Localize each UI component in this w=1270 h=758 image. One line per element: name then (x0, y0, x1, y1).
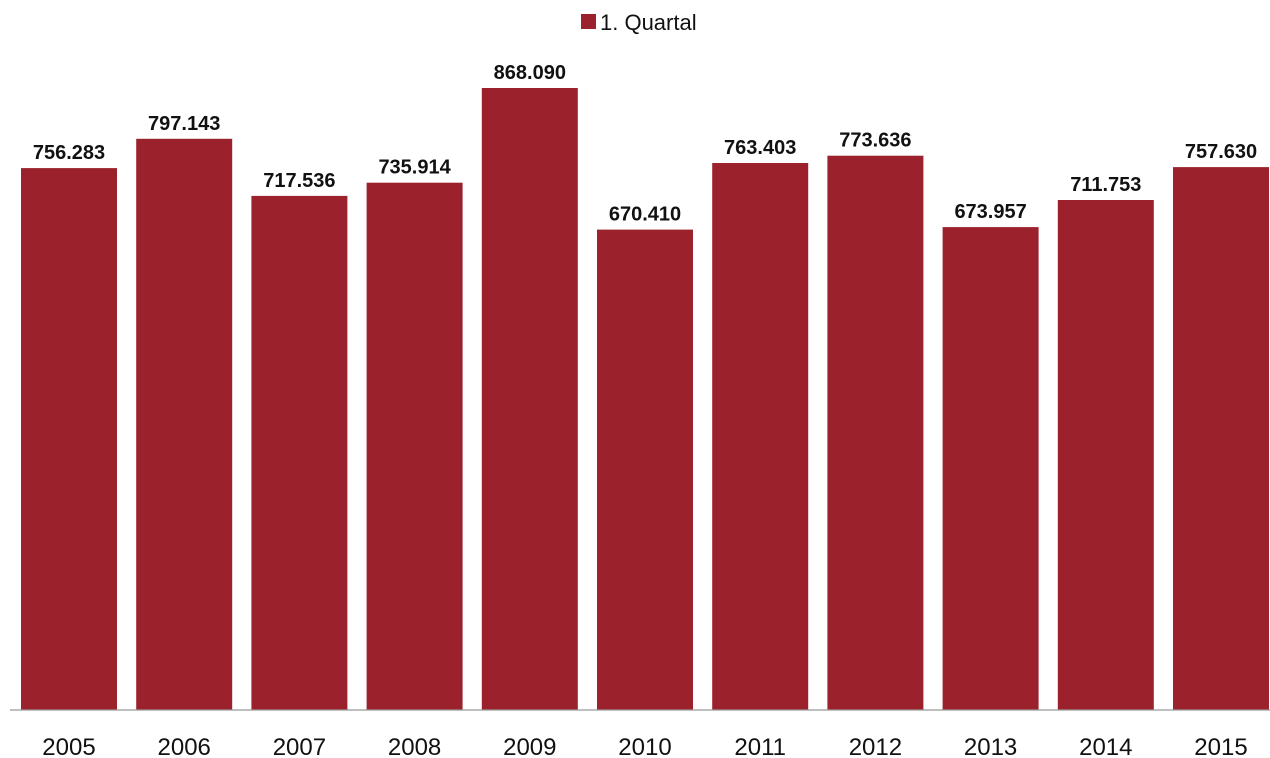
bar-2008 (366, 182, 463, 710)
value-label-2010: 670.410 (609, 204, 681, 226)
x-tick-label-2007: 2007 (273, 734, 326, 758)
value-label-2012: 773.636 (839, 130, 911, 152)
x-tick-label-2005: 2005 (42, 734, 95, 758)
legend: 1. Quartal (581, 10, 697, 35)
x-tick-label-2014: 2014 (1079, 734, 1132, 758)
value-label-2007: 717.536 (263, 170, 335, 192)
x-tick-label-2010: 2010 (618, 734, 671, 758)
value-label-2011: 763.403 (724, 137, 796, 159)
bar-2012 (827, 155, 924, 710)
x-tick-label-2013: 2013 (964, 734, 1017, 758)
value-labels-group: 756.283 797.143 717.536 735.914 868.090 670.4… (33, 62, 1257, 226)
value-label-2006: 797.143 (148, 113, 220, 135)
x-tick-labels-group: 2005 2006 2007 2008 2009 2010 2011 2012 2013 2014… (42, 734, 1247, 758)
bar-2007 (251, 195, 348, 710)
legend-label: 1. Quartal (600, 10, 697, 35)
x-tick-label-2006: 2006 (158, 734, 211, 758)
value-label-2013: 673.957 (954, 201, 1026, 223)
bar-2011 (712, 163, 809, 710)
bar-2014 (1057, 200, 1154, 710)
legend-swatch (581, 14, 596, 29)
bar-2013 (942, 227, 1039, 710)
bars-group (21, 88, 1269, 711)
x-tick-label-2008: 2008 (388, 734, 441, 758)
bar-2006 (136, 138, 233, 711)
x-tick-label-2011: 2011 (734, 734, 786, 758)
x-tick-label-2015: 2015 (1194, 734, 1247, 758)
bar-2010 (597, 229, 693, 710)
value-label-2005: 756.283 (33, 142, 105, 164)
x-tick-label-2009: 2009 (503, 734, 556, 758)
bar-2015 (1173, 167, 1269, 711)
bar-2009 (481, 88, 578, 710)
value-label-2009: 868.090 (494, 62, 566, 84)
value-label-2008: 735.914 (378, 157, 451, 179)
value-label-2014: 711.753 (1070, 174, 1141, 196)
value-label-2015: 757.630 (1185, 141, 1257, 163)
x-tick-label-2012: 2012 (849, 734, 902, 758)
bar-2005 (21, 168, 117, 711)
